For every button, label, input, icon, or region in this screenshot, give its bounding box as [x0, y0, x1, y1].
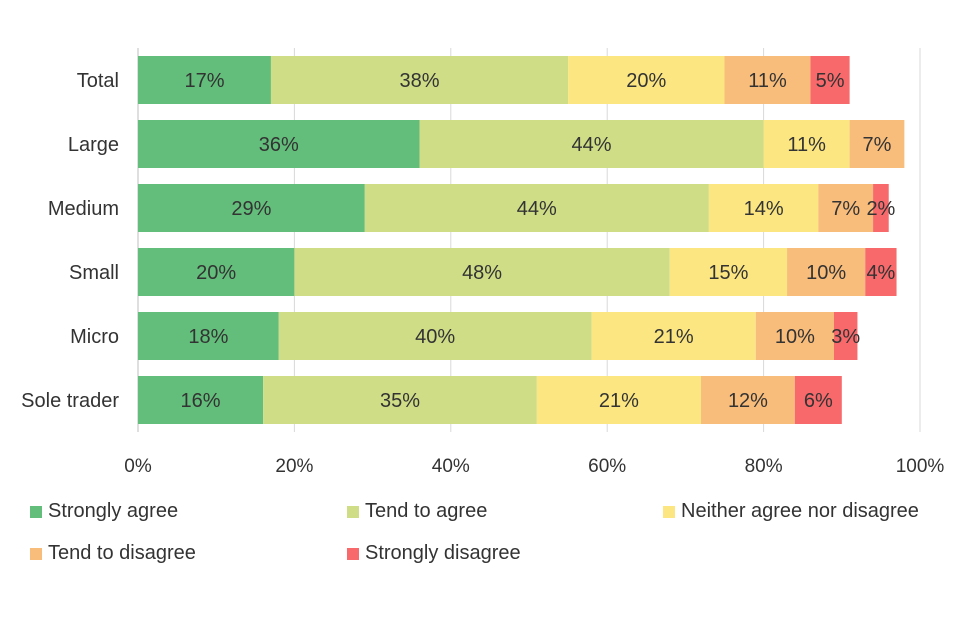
value-axis: 0% 20% 40% 60% 80% 100% — [124, 456, 944, 477]
bar-segment — [724, 56, 811, 104]
bar-segment — [708, 184, 819, 232]
x-tick-label: 100% — [896, 456, 945, 477]
legend-label: Neither agree nor disagree — [681, 500, 919, 522]
data-label: 4% — [866, 262, 895, 284]
legend-item: Neither agree nor disagree — [663, 500, 919, 523]
data-label: 44% — [572, 134, 612, 156]
bar-segment — [270, 56, 569, 104]
bar-segment — [794, 376, 842, 424]
bar-segment — [419, 120, 764, 168]
data-label: 38% — [400, 70, 440, 92]
bar-segment — [536, 376, 702, 424]
data-label: 7% — [863, 134, 892, 156]
legend-label: Tend to disagree — [48, 542, 196, 564]
bar-segment — [138, 120, 420, 168]
x-tick-label: 60% — [588, 456, 626, 477]
category-label: Small — [69, 262, 119, 284]
data-label: 6% — [804, 390, 833, 412]
x-tick-label: 0% — [124, 456, 152, 477]
legend-label: Strongly agree — [48, 500, 179, 522]
bar-segment — [568, 56, 725, 104]
legend-swatch — [30, 547, 42, 560]
data-label: 29% — [231, 198, 271, 220]
data-label: 18% — [188, 326, 228, 348]
data-label: 20% — [196, 262, 236, 284]
bar-segment — [138, 376, 264, 424]
bar-segment — [755, 312, 834, 360]
category-axis: Total Large Medium Small Micro Sole trader — [21, 70, 119, 412]
legend: Strongly agree Tend to agree Neither agree… — [30, 500, 960, 580]
legend-label: Tend to agree — [365, 500, 488, 522]
stacked-bar-chart: 17% 38% 20% 11% 5% 36% 44% 11% 7% 29% 44% 14% 7% 2% 20… — [21, 48, 944, 477]
data-label: 10% — [775, 326, 815, 348]
category-label: Medium — [48, 198, 119, 220]
category-label: Micro — [70, 326, 119, 348]
data-label: 11% — [748, 70, 787, 92]
data-label: 44% — [517, 198, 557, 220]
bar-segment — [833, 312, 858, 360]
data-label: 14% — [744, 198, 784, 220]
bar-segment — [591, 312, 756, 360]
category-label: Sole trader — [21, 390, 119, 412]
data-label: 15% — [708, 262, 748, 284]
legend-swatch — [663, 505, 675, 518]
data-label: 20% — [626, 70, 666, 92]
bar-segment — [138, 248, 295, 296]
data-label: 7% — [831, 198, 860, 220]
data-label: 11% — [787, 134, 826, 156]
bar-segment — [294, 248, 670, 296]
bar-segment — [138, 184, 365, 232]
bars — [138, 56, 905, 424]
data-label: 21% — [599, 390, 639, 412]
bar-segment — [865, 248, 897, 296]
legend-item: Tend to agree — [347, 500, 487, 523]
bar-segment — [873, 184, 889, 232]
bar-segment — [278, 312, 592, 360]
bar-segment — [849, 120, 905, 168]
data-label: 21% — [654, 326, 694, 348]
bar-segment — [810, 56, 850, 104]
x-tick-label: 80% — [745, 456, 783, 477]
data-label: 48% — [462, 262, 502, 284]
data-label: 12% — [728, 390, 768, 412]
legend-label: Strongly disagree — [365, 542, 521, 564]
data-label: 3% — [831, 326, 860, 348]
bar-segment — [818, 184, 874, 232]
data-label: 2% — [866, 198, 895, 220]
gridlines — [137, 48, 921, 432]
data-label: 10% — [806, 262, 846, 284]
category-label: Total — [77, 70, 119, 92]
legend-item: Strongly disagree — [347, 542, 521, 565]
legend-item: Strongly agree — [30, 500, 178, 523]
bar-segment — [669, 248, 788, 296]
x-tick-label: 20% — [275, 456, 313, 477]
bar-segment — [138, 312, 279, 360]
bar-segment — [787, 248, 866, 296]
category-label: Large — [68, 134, 119, 156]
bar-segment — [263, 376, 537, 424]
data-labels: 17% 38% 20% 11% 5% 36% 44% 11% 7% 29% 44% 14% 7% 2% 20… — [181, 70, 896, 412]
bar-segment — [364, 184, 709, 232]
bar-segment — [763, 120, 850, 168]
data-label: 16% — [181, 390, 221, 412]
legend-swatch — [347, 547, 359, 560]
legend-swatch — [347, 505, 359, 518]
bar-segment — [701, 376, 795, 424]
data-label: 40% — [415, 326, 455, 348]
x-tick-label: 40% — [432, 456, 470, 477]
legend-swatch — [30, 505, 42, 518]
data-label: 36% — [259, 134, 299, 156]
bar-segment — [138, 56, 271, 104]
data-label: 5% — [816, 70, 845, 92]
legend-item: Tend to disagree — [30, 542, 196, 565]
data-label: 17% — [184, 70, 224, 92]
data-label: 35% — [380, 390, 420, 412]
